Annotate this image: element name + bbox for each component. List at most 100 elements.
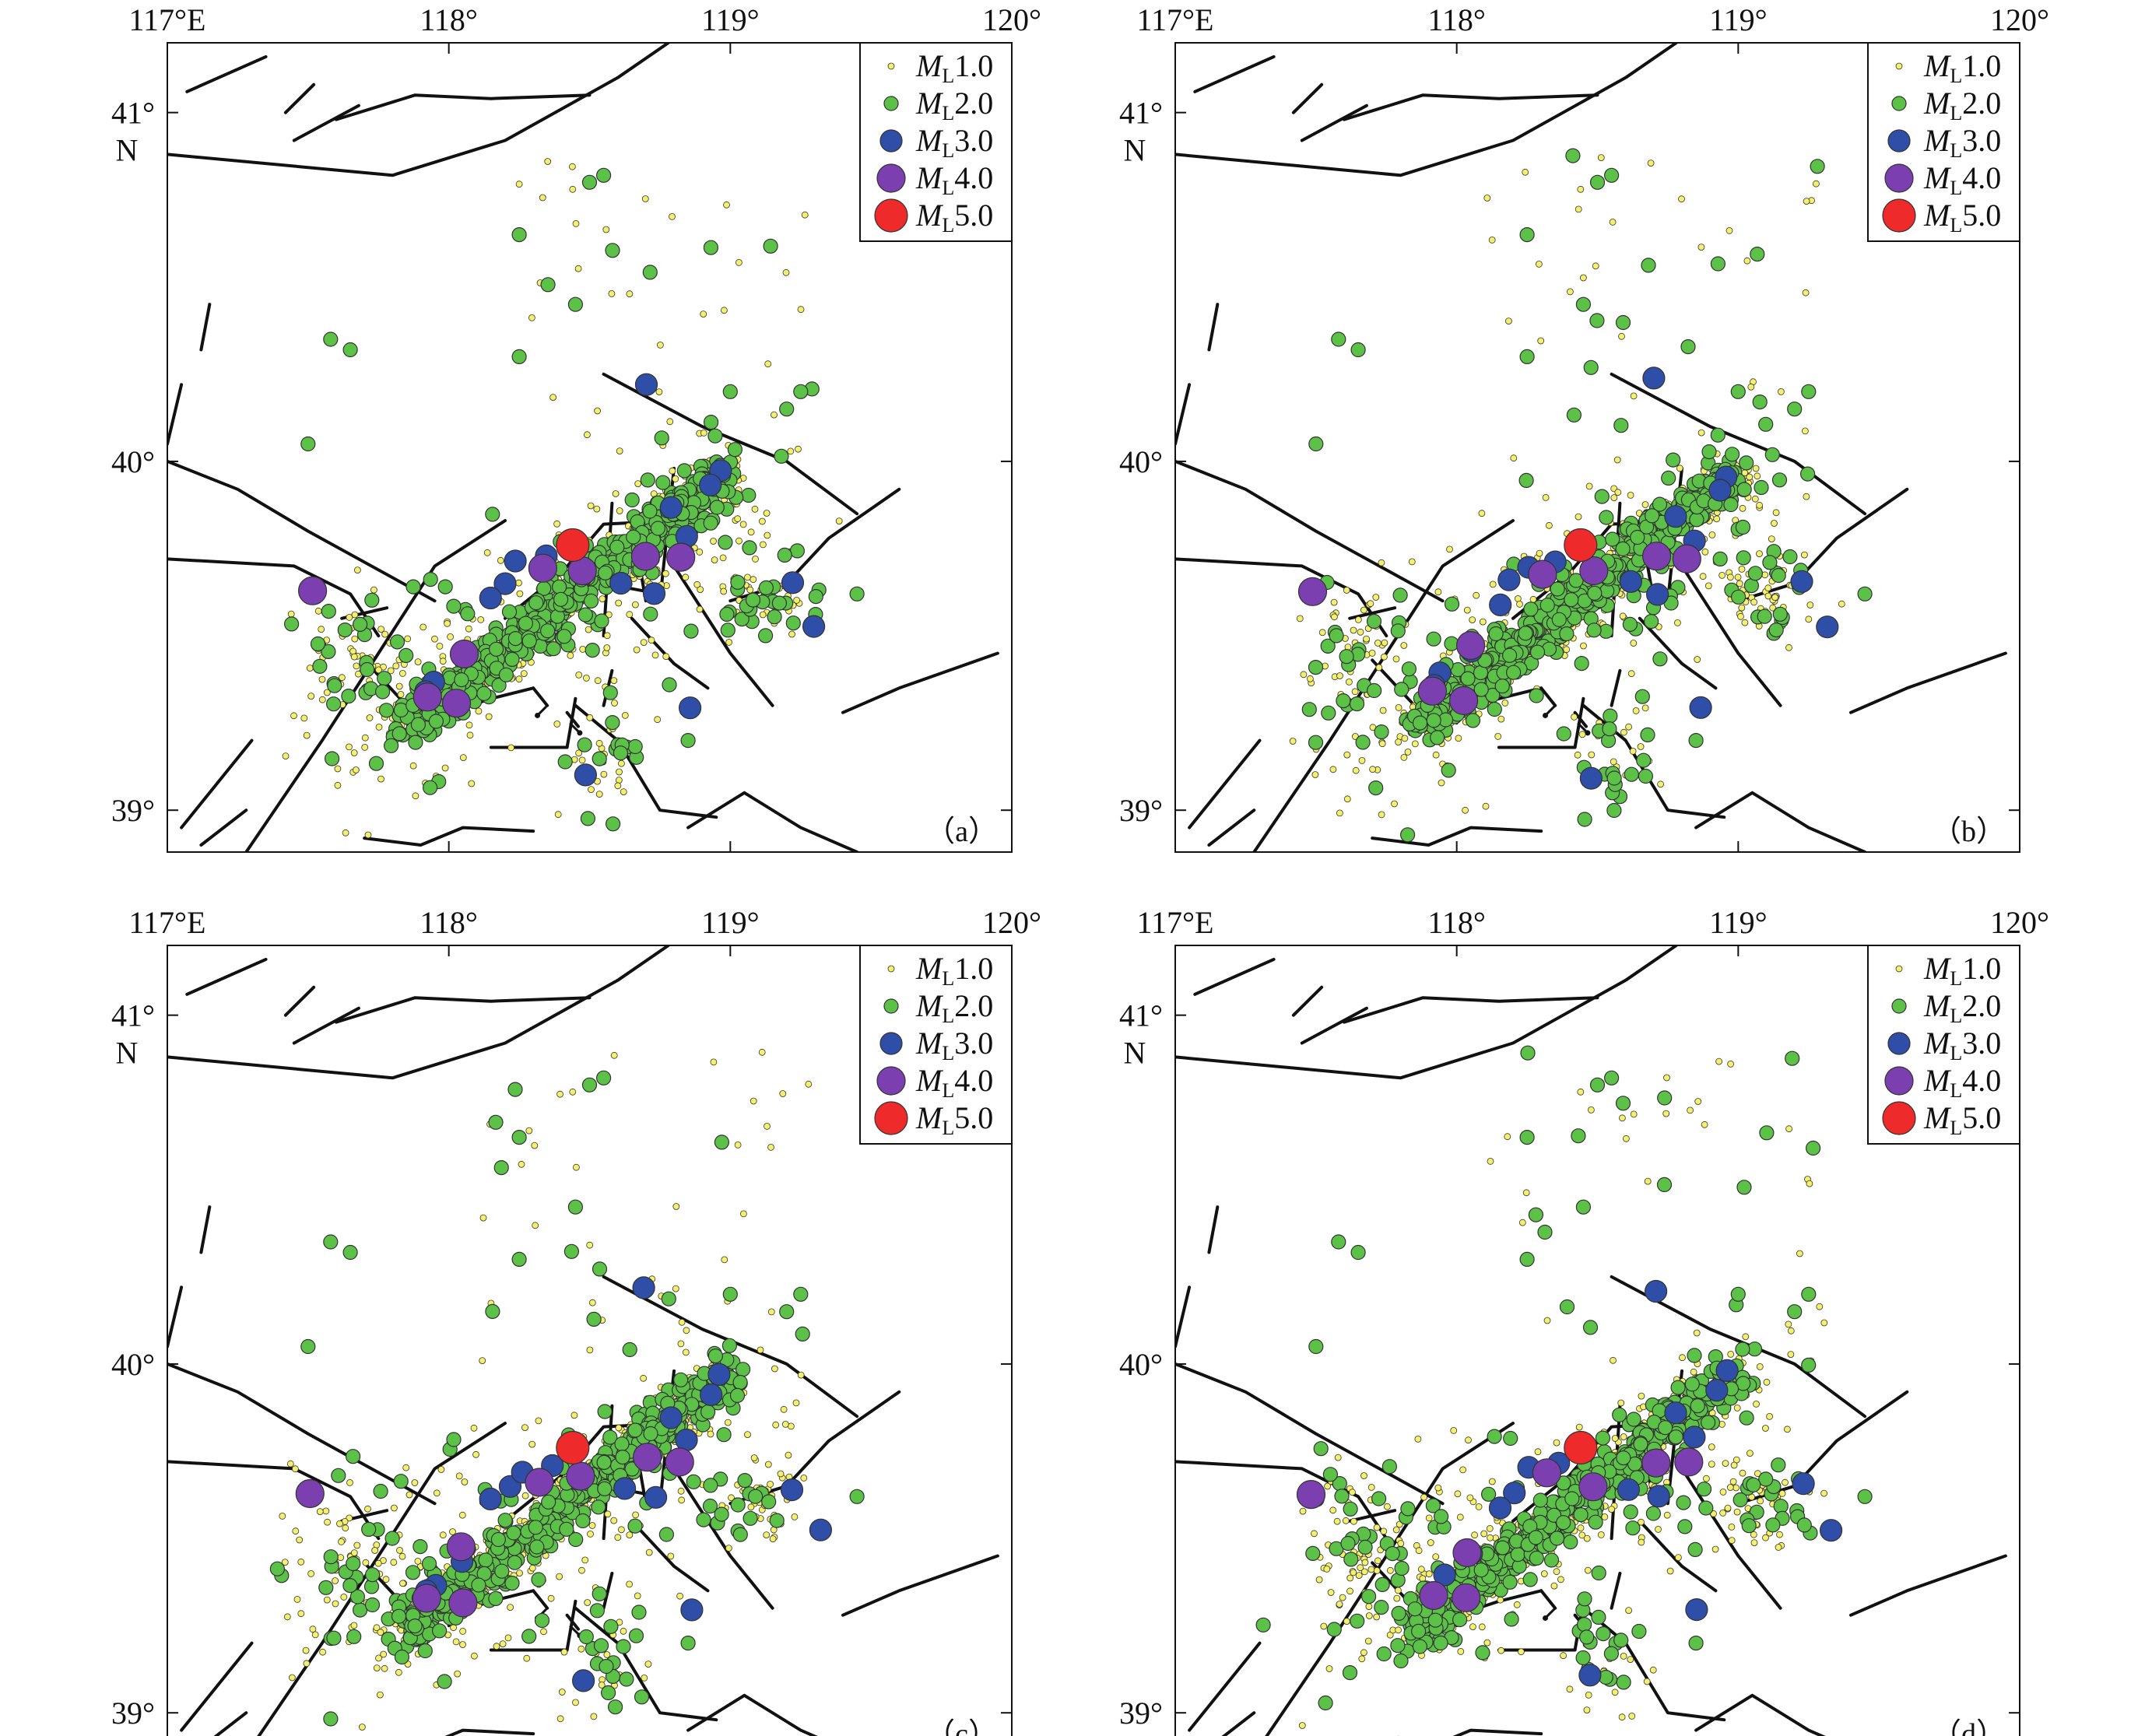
map-panel-b: 117°E 118° 119° 120°41°N40°39°ML1.0ML2.0ML3… bbox=[1119, 2, 2049, 853]
event-medium bbox=[1487, 701, 1502, 717]
event-medium bbox=[551, 579, 567, 594]
event-large bbox=[642, 582, 666, 605]
legend-label: ML4.0 bbox=[1923, 160, 2001, 199]
event-medium bbox=[1701, 444, 1717, 460]
event-large bbox=[1497, 568, 1521, 591]
event-small bbox=[1567, 288, 1574, 296]
event-small bbox=[1367, 600, 1374, 608]
event-small bbox=[1432, 751, 1440, 759]
event-small bbox=[466, 731, 474, 739]
event-small bbox=[395, 1668, 402, 1676]
event-small bbox=[626, 611, 634, 619]
event-medium bbox=[546, 641, 561, 657]
event-small bbox=[610, 677, 618, 684]
event-small bbox=[336, 1520, 343, 1527]
event-small bbox=[578, 756, 586, 764]
event-small bbox=[1482, 802, 1490, 810]
event-small bbox=[364, 1505, 371, 1513]
fault-line bbox=[1610, 1571, 1622, 1610]
event-small bbox=[1478, 510, 1486, 517]
event-small bbox=[588, 786, 595, 793]
event-medium bbox=[1366, 682, 1382, 699]
event-medium bbox=[318, 1580, 334, 1595]
fault-line bbox=[167, 945, 670, 1080]
event-medium bbox=[384, 738, 399, 753]
event-small bbox=[395, 682, 403, 690]
event-medium bbox=[1574, 655, 1589, 672]
event-medium bbox=[616, 1639, 631, 1654]
event-medium bbox=[595, 167, 612, 183]
event-large bbox=[780, 1478, 804, 1502]
event-medium bbox=[349, 1589, 365, 1604]
event-medium bbox=[727, 442, 743, 458]
event-small bbox=[1630, 640, 1638, 647]
event-medium bbox=[735, 1362, 751, 1377]
slip-arrow-head bbox=[535, 712, 541, 718]
fault-line bbox=[672, 1467, 774, 1610]
event-small bbox=[586, 1346, 594, 1354]
event-medium bbox=[1599, 510, 1614, 525]
event-small bbox=[1699, 573, 1707, 580]
event-medium bbox=[507, 630, 524, 647]
event-small bbox=[697, 586, 704, 593]
event-small bbox=[399, 670, 406, 677]
event-medium bbox=[1390, 623, 1406, 639]
event-medium bbox=[1587, 585, 1603, 601]
event-small bbox=[1534, 1448, 1542, 1456]
event-medium bbox=[594, 613, 609, 629]
event-medium bbox=[696, 1512, 711, 1527]
fault-line bbox=[630, 1519, 710, 1593]
event-small bbox=[633, 646, 641, 654]
event-small bbox=[535, 1417, 542, 1425]
event-small bbox=[1611, 1435, 1619, 1442]
event-medium bbox=[627, 1422, 643, 1438]
x-tick-label: 118° bbox=[1427, 2, 1486, 37]
event-medium bbox=[1622, 616, 1638, 633]
event-medium bbox=[1739, 455, 1754, 471]
event-medium bbox=[714, 1506, 729, 1522]
event-small bbox=[1673, 619, 1681, 626]
event-large bbox=[634, 373, 658, 396]
fault-line bbox=[602, 372, 859, 516]
event-medium bbox=[599, 1658, 614, 1675]
legend-label: ML2.0 bbox=[915, 988, 993, 1027]
event-small bbox=[594, 677, 602, 685]
event-small bbox=[1378, 740, 1386, 748]
event-large bbox=[675, 1428, 698, 1452]
event-small bbox=[599, 595, 606, 602]
fault-line bbox=[335, 93, 592, 121]
event-medium bbox=[757, 628, 774, 644]
event-small bbox=[361, 744, 369, 751]
event-small bbox=[1704, 582, 1712, 590]
event-small bbox=[525, 1127, 533, 1135]
event-medium bbox=[1501, 647, 1518, 663]
event-medium bbox=[384, 1531, 400, 1546]
event-medium bbox=[501, 604, 518, 619]
event-medium bbox=[600, 1685, 616, 1700]
event-medium bbox=[423, 571, 438, 587]
event-largest bbox=[556, 1430, 590, 1465]
event-small bbox=[470, 1424, 478, 1432]
event-small bbox=[433, 1489, 441, 1497]
legend-symbol bbox=[883, 998, 899, 1014]
event-small bbox=[334, 781, 342, 789]
event-small bbox=[375, 666, 382, 674]
fault-lines bbox=[167, 43, 999, 852]
event-small bbox=[662, 653, 670, 661]
event-medium bbox=[323, 1549, 339, 1565]
event-small bbox=[414, 1558, 422, 1565]
event-small bbox=[744, 573, 751, 581]
event-small bbox=[740, 1210, 747, 1218]
event-small bbox=[626, 1531, 634, 1538]
event-small bbox=[632, 1511, 639, 1519]
event-medium bbox=[1666, 452, 1681, 468]
event-small bbox=[1803, 493, 1810, 500]
event-small bbox=[1505, 317, 1512, 325]
event-small bbox=[1580, 642, 1587, 650]
event-small bbox=[1580, 274, 1587, 282]
event-medium bbox=[393, 1474, 409, 1489]
event-small bbox=[439, 1531, 447, 1539]
event-small bbox=[402, 1464, 410, 1471]
event-small bbox=[616, 447, 623, 454]
legend-label: ML4.0 bbox=[915, 160, 993, 199]
